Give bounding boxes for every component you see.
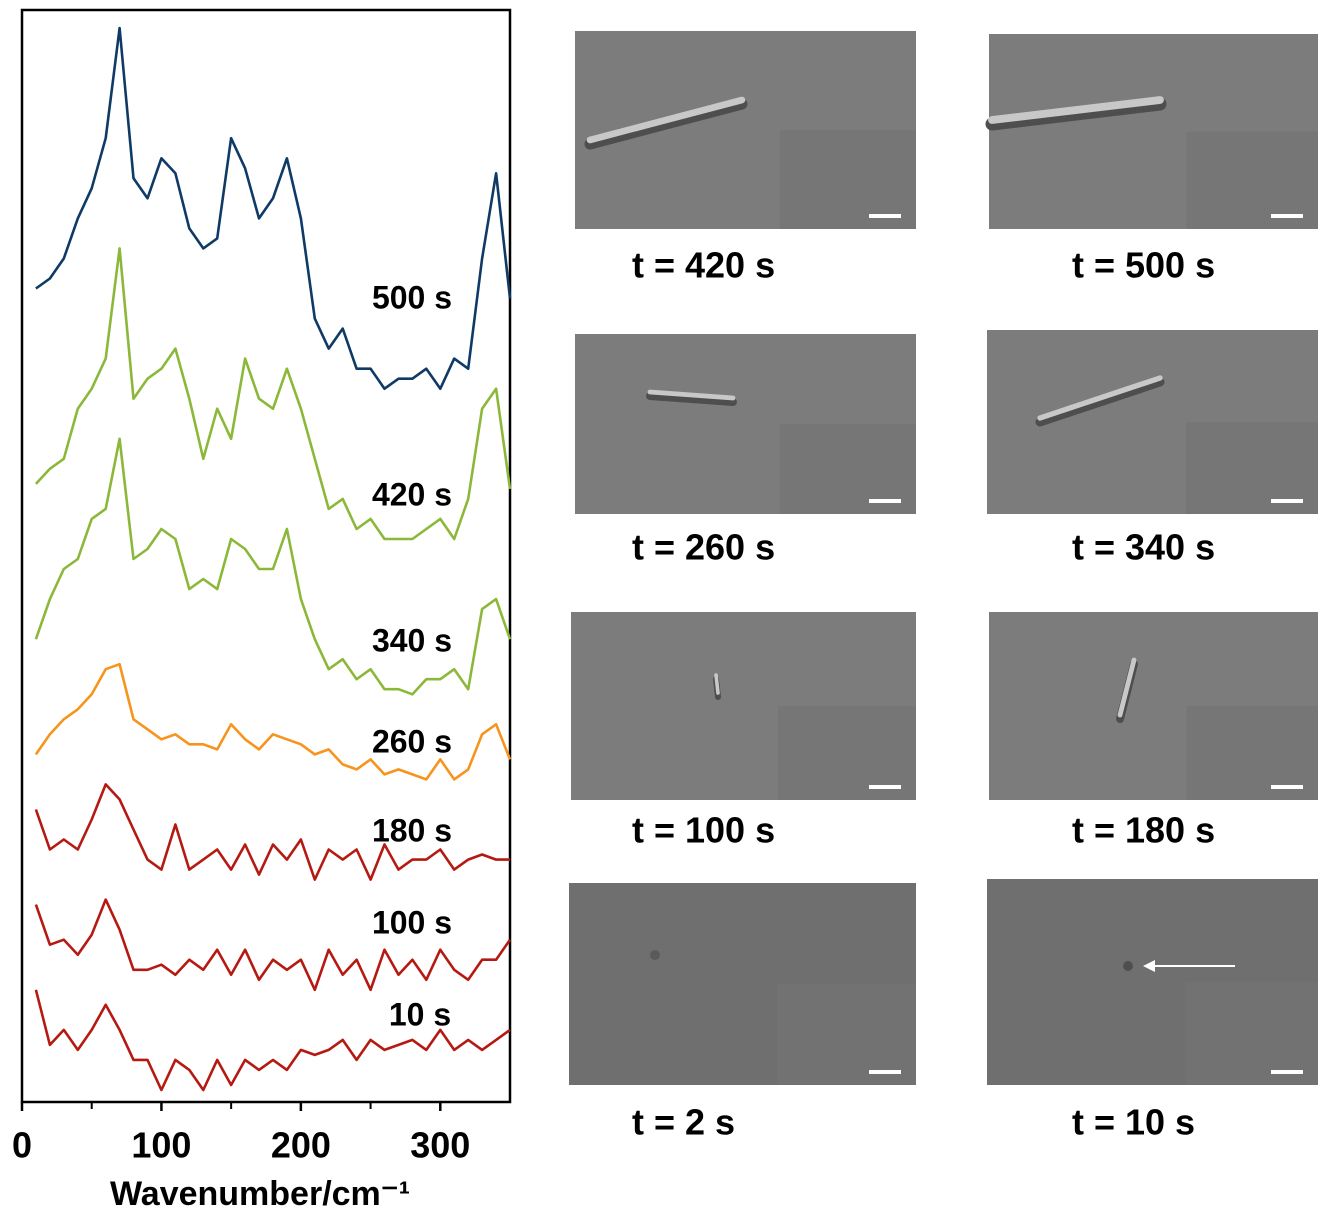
x-axis-label: Wavenumber/cm⁻¹: [110, 1175, 410, 1213]
micrograph: [987, 879, 1318, 1085]
series-label: 260 s: [372, 723, 452, 759]
scale-bar: [869, 1070, 901, 1074]
micrograph: [575, 334, 916, 514]
series-label: 100 s: [372, 904, 452, 940]
scale-bar: [1271, 214, 1303, 218]
x-tick-label: 300: [410, 1125, 470, 1166]
micrograph: [989, 612, 1318, 800]
scale-bar: [869, 499, 901, 503]
micrograph-shade: [777, 984, 916, 1085]
scale-bar: [1271, 785, 1303, 789]
particle: [1123, 961, 1133, 971]
particle: [650, 950, 660, 960]
panel-label: t = 2 s: [632, 1102, 735, 1143]
panel-label: t = 420 s: [632, 245, 775, 286]
panel-label: t = 500 s: [1072, 245, 1215, 286]
scale-bar: [1271, 1070, 1303, 1074]
series-label: 180 s: [372, 812, 452, 848]
micrograph: [571, 612, 916, 800]
panel-label: t = 10 s: [1072, 1102, 1195, 1143]
panel-label: t = 340 s: [1072, 527, 1215, 568]
series-label: 420 s: [372, 476, 452, 512]
scale-bar: [869, 785, 901, 789]
micrograph: [989, 34, 1318, 229]
micrograph-shade: [1186, 982, 1318, 1085]
panel-label: t = 180 s: [1072, 810, 1215, 851]
x-tick-label: 100: [131, 1125, 191, 1166]
spectrum-line: [36, 28, 510, 389]
rod: [716, 675, 718, 693]
micrograph: [575, 31, 916, 229]
panel-label: t = 260 s: [632, 527, 775, 568]
scale-bar: [1271, 499, 1303, 503]
series-label: 500 s: [372, 279, 452, 315]
spectrum-line: [36, 664, 510, 779]
scale-bar: [869, 214, 901, 218]
micrograph: [987, 330, 1318, 514]
figure: Wavenumber/cm⁻¹ 0 100 200 300 500 s 420 s 340 …: [0, 0, 1318, 1216]
series-label: 10 s: [389, 996, 451, 1032]
micrograph: [569, 883, 916, 1085]
panel-label: t = 100 s: [632, 810, 775, 851]
x-tick-label: 0: [12, 1125, 32, 1166]
series-label: 340 s: [372, 622, 452, 658]
x-tick-label: 200: [271, 1125, 331, 1166]
